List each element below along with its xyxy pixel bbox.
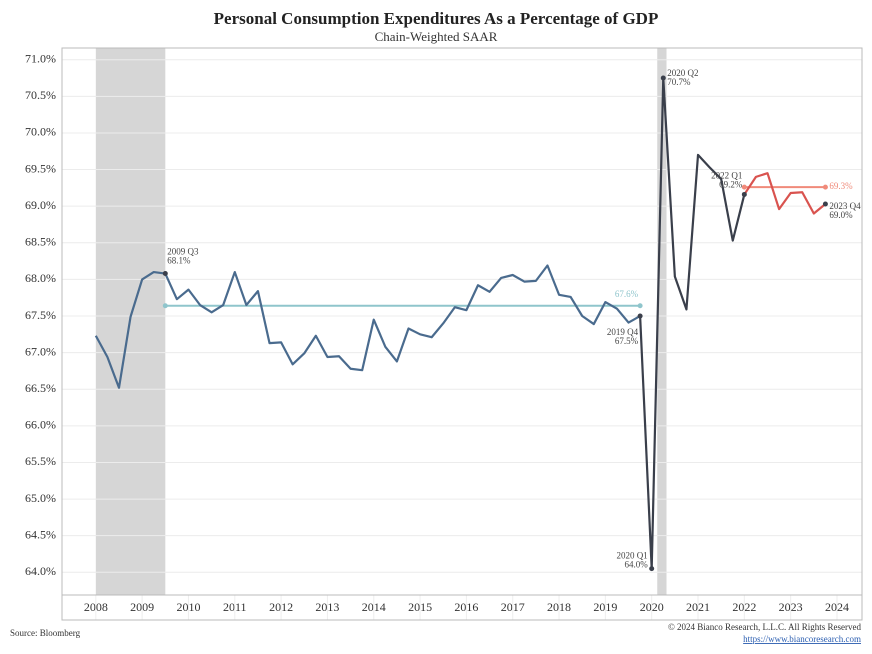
annotation-value: 69.2%: [719, 180, 743, 190]
y-tick-label: 67.5%: [25, 308, 56, 322]
annotation-text: 2020 Q2: [667, 68, 698, 78]
y-tick-label: 66.5%: [25, 381, 56, 395]
recession-shade: [657, 48, 667, 595]
average-end: [637, 303, 643, 309]
annotation-point: [649, 566, 655, 572]
y-tick-label: 67.0%: [25, 344, 56, 358]
source: Source: Bloomberg: [10, 628, 81, 638]
average-end: [741, 184, 747, 190]
y-tick-label: 70.0%: [25, 125, 56, 139]
chart-subtitle: Chain-Weighted SAAR: [375, 29, 498, 44]
y-tick-label: 69.0%: [25, 198, 56, 212]
y-tick-label: 66.0%: [25, 418, 56, 432]
series-line: [639, 76, 746, 570]
y-tick-label: 71.0%: [25, 51, 56, 65]
chart-title: Personal Consumption Expenditures As a P…: [214, 9, 659, 28]
average-label: 67.6%: [615, 289, 639, 299]
annotation-value: 70.7%: [667, 77, 691, 87]
annotation-text: 2019 Q4: [607, 327, 639, 337]
annotation-text: 2009 Q3: [167, 247, 199, 257]
annotation-point: [822, 201, 828, 207]
annotation-point: [637, 313, 643, 319]
average-end: [822, 184, 828, 190]
average-end: [162, 303, 168, 309]
annotation-point: [660, 75, 666, 81]
plot-frame: [61, 47, 863, 621]
series-line: [94, 264, 641, 389]
y-tick-label: 69.5%: [25, 161, 56, 175]
url[interactable]: https://www.biancoresearch.com: [743, 634, 861, 644]
annotation-text: 2023 Q4: [829, 201, 861, 211]
y-tick-label: 70.5%: [25, 88, 56, 102]
annotation-value: 64.0%: [624, 560, 648, 570]
annotation-point: [741, 191, 747, 197]
y-tick-label: 65.5%: [25, 454, 56, 468]
y-tick-label: 65.0%: [25, 491, 56, 505]
annotation-value: 68.1%: [167, 256, 191, 266]
y-tick-label: 68.5%: [25, 235, 56, 249]
annotation-point: [162, 271, 168, 277]
series-line: [743, 172, 827, 215]
annotation-text: 2022 Q1: [711, 171, 742, 181]
annotation-value: 67.5%: [615, 336, 639, 346]
annotation-value: 69.0%: [829, 210, 853, 220]
annotation-text: 2020 Q1: [616, 551, 647, 561]
average-label: 69.3%: [829, 181, 853, 191]
y-tick-label: 64.5%: [25, 527, 56, 541]
copyright: © 2024 Bianco Research, L.L.C. All Right…: [668, 622, 862, 632]
y-tick-label: 68.0%: [25, 271, 56, 285]
y-tick-label: 64.0%: [25, 564, 56, 578]
